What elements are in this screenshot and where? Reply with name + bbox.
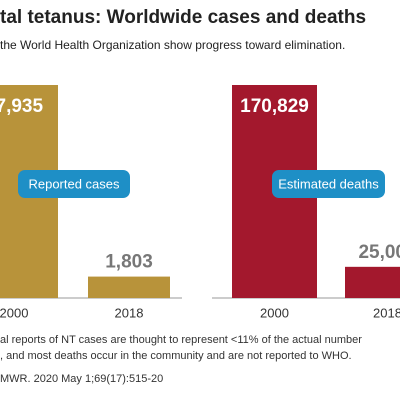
x-tick-label: 2000: [0, 305, 28, 320]
badge-label: Estimated deaths: [278, 176, 379, 191]
subtitle: the World Health Organization show progr…: [0, 38, 345, 52]
x-tick-label: 2018: [115, 305, 144, 320]
note: al reports of NT cases are thought to re…: [0, 334, 362, 346]
value-label: 17,935: [0, 96, 43, 117]
title: tal tetanus: Worldwide cases and deaths: [0, 7, 366, 28]
badge: [18, 170, 130, 198]
value-label: 170,829: [240, 96, 309, 117]
bar: [88, 276, 170, 298]
value-label: 1,803: [105, 252, 153, 273]
x-tick-label: 2018: [373, 305, 400, 320]
x-tick-label: 2000: [260, 305, 289, 320]
note: MWR. 2020 May 1;69(17):515-20: [0, 373, 163, 385]
badge-label: Reported cases: [28, 176, 120, 191]
bar: [345, 266, 400, 298]
badge: [272, 170, 385, 198]
note: , and most deaths occur in the community…: [0, 350, 352, 362]
value-label: 25,000: [358, 242, 400, 263]
